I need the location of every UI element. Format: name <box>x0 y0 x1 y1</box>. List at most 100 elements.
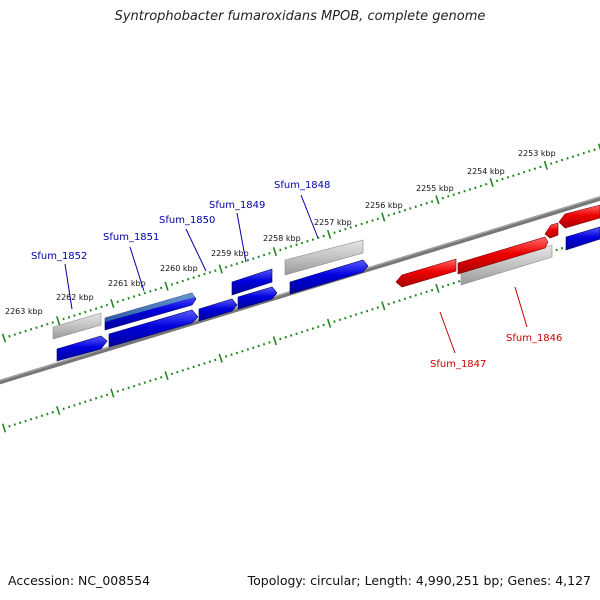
gene-reverse-right[interactable] <box>558 204 600 229</box>
gene-sfum-1852[interactable] <box>56 335 108 362</box>
minor-tick <box>447 195 450 198</box>
gene-sfum-1849-b[interactable] <box>237 286 278 310</box>
minor-tick <box>300 241 304 245</box>
gene-sfum-1848[interactable] <box>289 259 369 295</box>
minor-tick <box>295 243 298 247</box>
gene-label-sfum-1848[interactable]: Sfum_1848 <box>274 180 330 191</box>
minor-tick <box>560 158 564 162</box>
minor-tick <box>522 170 526 174</box>
gene-sfum-1846[interactable] <box>457 236 549 275</box>
minor-tick <box>555 248 558 252</box>
minor-tick <box>13 423 17 426</box>
minor-tick <box>506 176 510 179</box>
minor-tick <box>8 334 11 338</box>
minor-tick <box>262 253 266 257</box>
gene-label-sfum-1852[interactable]: Sfum_1852 <box>31 251 87 262</box>
minor-tick <box>284 335 287 339</box>
major-tick <box>597 143 600 151</box>
minor-tick <box>19 331 22 335</box>
kbp-label: 2262 kbp <box>56 293 94 302</box>
minor-tick <box>306 239 309 243</box>
minor-tick <box>317 325 320 329</box>
minor-tick <box>149 290 152 293</box>
accession-text: Accession: NC_008554 <box>8 573 151 588</box>
gene-label-sfum-1846[interactable]: Sfum_1846 <box>506 333 562 344</box>
minor-tick <box>560 246 564 250</box>
minor-tick <box>420 292 423 295</box>
minor-tick <box>84 310 87 314</box>
minor-tick <box>268 341 271 344</box>
minor-tick <box>203 362 206 365</box>
minor-tick <box>132 295 136 298</box>
major-tick <box>164 371 169 381</box>
minor-tick <box>235 351 239 355</box>
minor-tick <box>73 314 76 317</box>
minor-tick <box>127 296 130 300</box>
minor-tick <box>365 309 369 313</box>
minor-tick <box>197 363 201 367</box>
minor-tick <box>349 226 352 229</box>
minor-tick <box>29 328 33 331</box>
minor-tick <box>539 165 542 169</box>
minor-tick <box>143 381 147 384</box>
minor-tick <box>208 360 212 363</box>
gene-sfum-1849[interactable] <box>231 268 273 296</box>
kbp-label: 2260 kbp <box>160 264 198 273</box>
minor-tick <box>127 386 130 390</box>
minor-tick <box>24 419 27 423</box>
major-tick <box>326 318 332 328</box>
gene-label-sfum-1851[interactable]: Sfum_1851 <box>103 232 159 243</box>
gray-feature[interactable] <box>284 239 364 276</box>
major-tick <box>272 247 278 257</box>
minor-tick <box>149 379 152 383</box>
minor-tick <box>414 294 417 297</box>
minor-tick <box>143 291 147 295</box>
minor-tick <box>425 201 428 205</box>
minor-tick <box>176 370 179 374</box>
minor-tick <box>67 405 71 409</box>
minor-tick <box>344 227 347 231</box>
minor-tick <box>441 285 445 288</box>
minor-tick <box>67 315 71 319</box>
minor-tick <box>479 184 482 188</box>
minor-tick <box>268 252 271 255</box>
gene-reverse-small[interactable] <box>544 222 559 239</box>
minor-tick <box>105 303 109 307</box>
gene-sfum-1850[interactable] <box>198 298 238 322</box>
minor-tick <box>306 328 309 332</box>
minor-tick <box>224 355 228 358</box>
gene-label-sfum-1847[interactable]: Sfum_1847 <box>430 359 486 370</box>
minor-tick <box>176 281 179 285</box>
major-tick <box>56 316 61 326</box>
minor-tick <box>29 417 33 421</box>
gene-label-sfum-1849[interactable]: Sfum_1849 <box>209 200 265 211</box>
minor-tick <box>593 148 596 152</box>
gene-label-sfum-1850[interactable]: Sfum_1850 <box>159 215 215 226</box>
kbp-label: 2253 kbp <box>518 149 556 158</box>
minor-tick <box>403 208 407 212</box>
minor-tick <box>159 286 163 290</box>
minor-tick <box>192 276 195 279</box>
minor-tick <box>376 217 380 221</box>
minor-tick <box>62 317 65 321</box>
minor-tick <box>51 321 54 324</box>
minor-tick <box>517 172 520 176</box>
gray-feature[interactable] <box>52 312 102 340</box>
minor-tick <box>35 416 38 419</box>
gene-sfum-1847[interactable] <box>395 258 457 288</box>
minor-tick <box>94 307 98 310</box>
gene-sfum-1851[interactable] <box>108 309 199 348</box>
minor-tick <box>35 326 38 329</box>
minor-tick <box>138 383 141 386</box>
minor-tick <box>235 262 239 266</box>
major-tick <box>326 229 332 239</box>
minor-tick <box>457 280 461 283</box>
minor-tick <box>354 224 358 228</box>
minor-tick <box>582 151 585 155</box>
minor-tick <box>300 330 304 334</box>
minor-tick <box>51 410 54 414</box>
minor-tick <box>122 388 125 391</box>
major-tick <box>56 406 61 416</box>
gene-forward-right[interactable] <box>565 226 600 251</box>
